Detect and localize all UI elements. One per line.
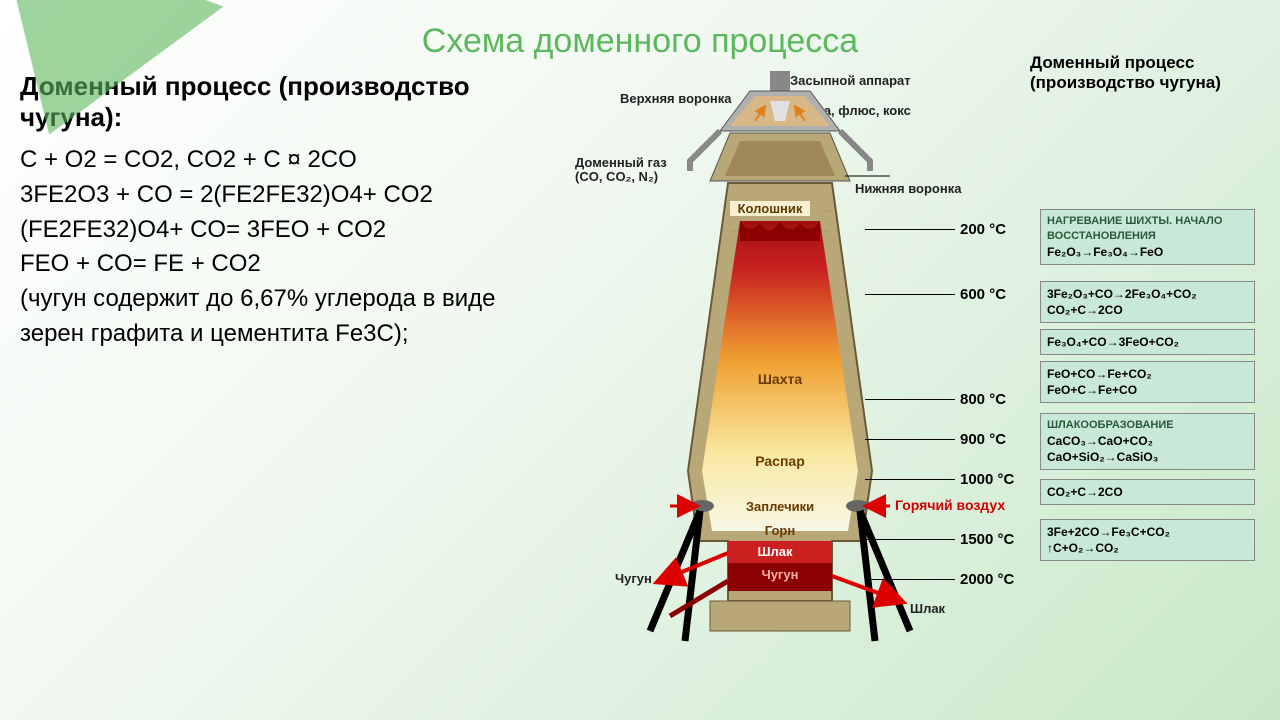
temp-label: 200 °C [960, 221, 1006, 238]
reaction-box: 3Fe₂O₃+CO→2Fe₃O₄+CO₂CO₂+C→2CO [1040, 281, 1255, 323]
furnace-svg [640, 71, 920, 651]
left-text-column: Доменный процесс (производство чугуна): … [20, 71, 520, 651]
temp-leader-line [865, 294, 955, 295]
temp-label: 2000 °C [960, 571, 1014, 588]
label-iron-out: Чугун [615, 571, 652, 586]
zone-shahta: Шахта [730, 371, 830, 387]
temp-leader-line [865, 579, 955, 580]
zone-gorn: Горн [730, 523, 830, 538]
zone-raspar: Распар [730, 453, 830, 469]
reaction-box: ШЛАКООБРАЗОВАНИЕCaCO₃→CaO+CO₂CaO+SiO₂→Ca… [1040, 413, 1255, 470]
temp-leader-line [865, 539, 955, 540]
zone-zaplechiki: Заплечики [730, 499, 830, 514]
temp-label: 1000 °C [960, 471, 1014, 488]
label-hot-air: Горячий воздух [895, 497, 1005, 513]
zone-chugun: Чугун [730, 567, 830, 582]
temp-leader-line [865, 229, 955, 230]
zone-koloshnik: Колошник [730, 201, 810, 216]
temp-label: 600 °C [960, 286, 1006, 303]
reaction-box: НАГРЕВАНИЕ ШИХТЫ. НАЧАЛО ВОССТАНОВЛЕНИЯF… [1040, 209, 1255, 265]
blast-furnace-diagram: Засыпной аппарат Верхняя воронка Руда, ф… [520, 71, 1260, 651]
content-area: Доменный процесс (производство чугуна): … [0, 71, 1280, 651]
temp-leader-line [865, 439, 955, 440]
reaction-box: FeO+CO→Fe+CO₂FeO+C→Fe+CO [1040, 361, 1255, 403]
diagram-column: Доменный процесс (производство чугуна) З… [520, 71, 1260, 651]
temp-label: 800 °C [960, 391, 1006, 408]
reaction-box: 3Fe+2CO→Fe₃C+CO₂↑C+O₂→CO₂ [1040, 519, 1255, 561]
temp-label: 1500 °C [960, 531, 1014, 548]
temp-leader-line [865, 479, 955, 480]
reaction-box: CO₂+C→2CO [1040, 479, 1255, 505]
label-slag-out: Шлак [910, 601, 945, 616]
reaction-box: Fe₃O₄+CO→3FeO+CO₂ [1040, 329, 1255, 355]
temp-leader-line [865, 399, 955, 400]
zone-shlak: Шлак [730, 544, 820, 559]
left-body: C + O2 = CO2, CO2 + C ¤ 2CO3FE2O3 + CO =… [20, 143, 510, 352]
temp-label: 900 °C [960, 431, 1006, 448]
